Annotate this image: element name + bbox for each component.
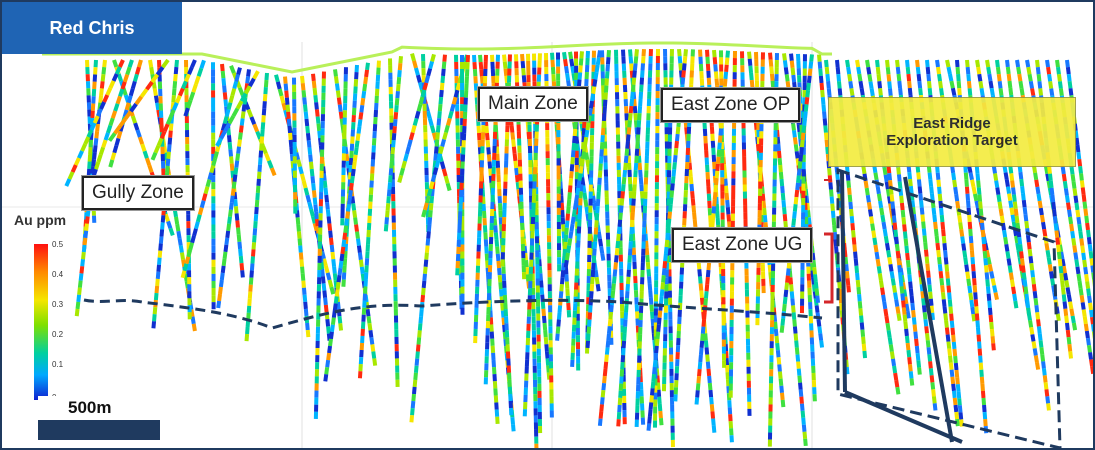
drill-hole bbox=[292, 77, 298, 214]
drill-hole bbox=[563, 50, 602, 268]
east-zone-ug-label: East Zone UG bbox=[672, 228, 813, 262]
drill-hole bbox=[483, 54, 500, 385]
drill-hole bbox=[621, 49, 646, 425]
drill-hole bbox=[107, 58, 170, 142]
topography-line bbox=[42, 41, 832, 74]
target-line1: East Ridge bbox=[913, 115, 991, 132]
red-bracket bbox=[824, 232, 834, 304]
gully-zone-label: Gully Zone bbox=[82, 176, 194, 210]
drill-hole bbox=[397, 53, 436, 183]
east-zone-op-label: East Zone OP bbox=[661, 88, 801, 122]
scale-bar-group: 500m bbox=[38, 396, 160, 440]
legend-tick: 0.1 bbox=[52, 360, 64, 369]
drill-hole bbox=[556, 52, 562, 272]
drill-hole bbox=[455, 54, 470, 276]
drill-hole bbox=[323, 62, 370, 382]
legend-tick: 0.4 bbox=[52, 270, 64, 279]
color-legend: Au ppm 0.5 0.4 0.3 0.2 0.1 0 bbox=[10, 210, 70, 402]
drill-hole bbox=[779, 54, 814, 333]
target-edge bbox=[840, 171, 847, 393]
scale-bar bbox=[38, 420, 160, 440]
target-edge bbox=[903, 176, 954, 443]
target-polygon bbox=[836, 167, 1062, 448]
drill-hole bbox=[585, 49, 611, 349]
legend-color-bar bbox=[34, 244, 48, 400]
drill-hole bbox=[634, 48, 653, 428]
drill-hole bbox=[340, 67, 348, 226]
drill-hole bbox=[694, 50, 730, 405]
drill-hole bbox=[244, 72, 269, 342]
drill-hole bbox=[211, 62, 216, 310]
legend-tick: 0.5 bbox=[52, 240, 64, 249]
drill-hole bbox=[64, 59, 125, 187]
drill-hole bbox=[799, 54, 807, 314]
target-line2: Exploration Target bbox=[886, 132, 1018, 149]
east-ridge-target-box: East Ridge Exploration Target bbox=[828, 97, 1076, 167]
drill-hole bbox=[216, 69, 251, 309]
title-tab: Red Chris bbox=[2, 2, 182, 54]
dashed-boundary bbox=[83, 298, 823, 330]
drill-hole bbox=[150, 59, 197, 161]
drill-hole bbox=[357, 60, 381, 379]
drill-hole bbox=[180, 67, 242, 279]
drill-hole bbox=[597, 49, 639, 426]
target-edge bbox=[844, 390, 963, 444]
drill-hole bbox=[383, 56, 403, 232]
main-zone-label: Main Zone bbox=[478, 87, 588, 121]
drill-hole bbox=[183, 59, 206, 117]
drill-hole bbox=[955, 59, 989, 434]
drill-hole bbox=[421, 54, 469, 218]
drill-hole bbox=[313, 71, 326, 419]
drill-hole bbox=[300, 75, 332, 341]
drill-hole bbox=[215, 70, 260, 147]
legend-tick: 0.2 bbox=[52, 330, 64, 339]
legend-title: Au ppm bbox=[14, 212, 67, 228]
scale-label: 500m bbox=[68, 398, 112, 417]
drill-hole bbox=[108, 59, 143, 168]
legend-tick: 0.3 bbox=[52, 300, 64, 309]
